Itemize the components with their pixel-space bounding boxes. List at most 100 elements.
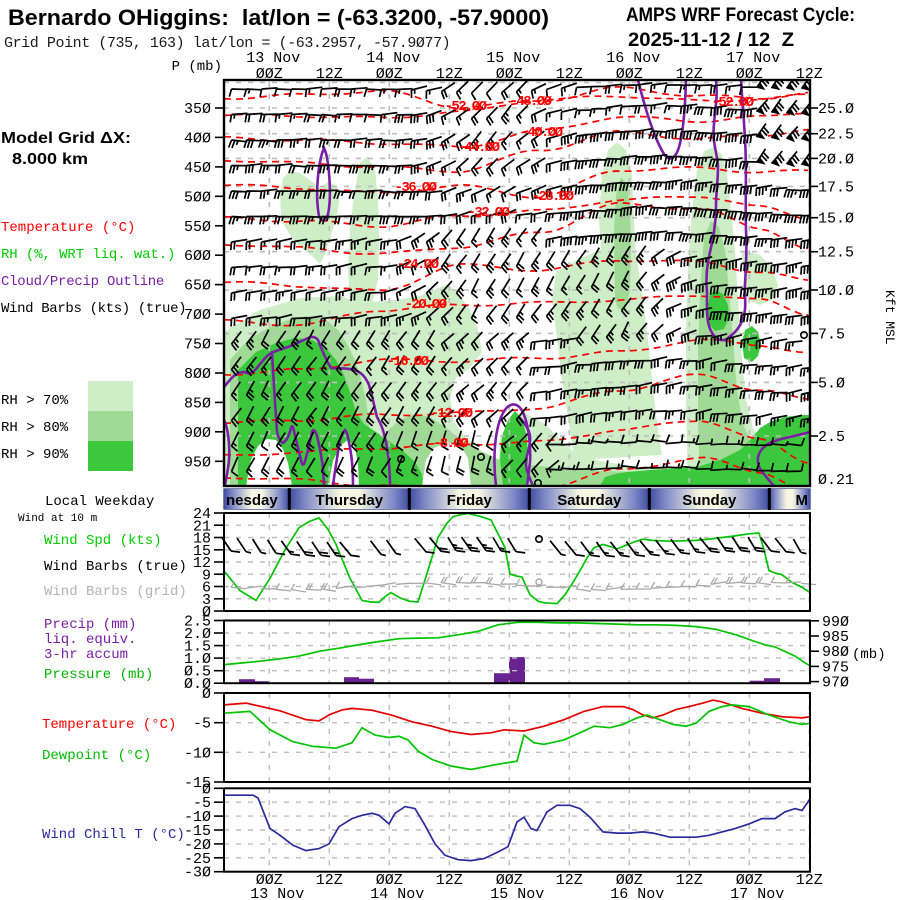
svg-text:3-hr accum: 3-hr accum — [44, 647, 128, 663]
svg-text:17 Nov: 17 Nov — [730, 886, 784, 900]
svg-text:85Ø: 85Ø — [184, 395, 211, 412]
svg-text:98Ø: 98Ø — [822, 644, 849, 661]
svg-text:17 Nov: 17 Nov — [726, 50, 780, 67]
svg-text:12Z: 12Z — [316, 872, 343, 889]
svg-text:12: 12 — [193, 555, 211, 572]
svg-text:Ø: Ø — [202, 781, 211, 798]
svg-text:1Ø.Ø: 1Ø.Ø — [818, 283, 854, 300]
svg-text:4ØØ: 4ØØ — [184, 130, 211, 147]
svg-text:Local Weekday: Local Weekday — [45, 494, 154, 510]
svg-text:9ØØ: 9ØØ — [184, 425, 211, 442]
svg-text:ØØZ: ØØZ — [736, 66, 763, 83]
svg-text:P (mb): P (mb) — [172, 59, 222, 75]
svg-text:14 Nov: 14 Nov — [366, 50, 420, 67]
svg-text:ØØZ: ØØZ — [496, 872, 523, 889]
svg-text:17.5: 17.5 — [818, 179, 854, 196]
svg-text:-24.ØØ: -24.ØØ — [397, 257, 440, 273]
svg-text:12Z: 12Z — [436, 66, 463, 83]
svg-text:-32.ØØ: -32.ØØ — [468, 205, 511, 221]
svg-text:-2Ø: -2Ø — [184, 837, 211, 854]
svg-text:liq. equiv.: liq. equiv. — [44, 632, 136, 648]
svg-text:25.Ø: 25.Ø — [818, 101, 854, 118]
svg-text:12Z: 12Z — [676, 872, 703, 889]
svg-text:-8.ØØ: -8.ØØ — [433, 436, 469, 452]
svg-text:-3Ø: -3Ø — [184, 865, 211, 882]
svg-text:Temperature (°C): Temperature (°C) — [42, 717, 176, 733]
svg-text:RH (%, WRT liq. wat.): RH (%, WRT liq. wat.) — [1, 247, 175, 263]
svg-text:Temperature (°C): Temperature (°C) — [1, 220, 135, 236]
svg-text:12Z: 12Z — [436, 872, 463, 889]
svg-text:1.5: 1.5 — [184, 639, 211, 656]
svg-text:Wind Barbs (grid): Wind Barbs (grid) — [44, 584, 187, 600]
svg-text:Model Grid ΔX:: Model Grid ΔX: — [1, 130, 131, 147]
svg-text:-5: -5 — [193, 795, 211, 812]
svg-text:12.5: 12.5 — [818, 245, 854, 262]
svg-text:-1Ø: -1Ø — [184, 809, 211, 826]
svg-text:15 Nov: 15 Nov — [486, 50, 540, 67]
svg-text:-28.ØØ: -28.ØØ — [532, 189, 575, 205]
svg-text:Dewpoint (°C): Dewpoint (°C) — [42, 748, 151, 764]
svg-text:99Ø: 99Ø — [822, 614, 849, 631]
svg-text:AMPS WRF Forecast Cycle:: AMPS WRF Forecast Cycle: — [626, 5, 855, 26]
svg-text:97Ø: 97Ø — [822, 675, 849, 692]
svg-text:Pressure (mb): Pressure (mb) — [44, 667, 153, 683]
svg-text:Thursday: Thursday — [316, 492, 384, 509]
svg-text:12Z: 12Z — [556, 872, 583, 889]
svg-text:-15: -15 — [184, 775, 211, 792]
svg-text:12Z: 12Z — [796, 66, 823, 83]
svg-text:3: 3 — [202, 592, 211, 609]
svg-text:13 Nov: 13 Nov — [250, 886, 304, 900]
svg-text:2Ø.Ø: 2Ø.Ø — [818, 151, 854, 168]
svg-text:12Z: 12Z — [676, 66, 703, 83]
svg-text:12Z: 12Z — [796, 872, 823, 889]
svg-text:Cloud/Precip Outline: Cloud/Precip Outline — [1, 274, 164, 290]
svg-text:Wind at 10 m: Wind at 10 m — [18, 513, 98, 525]
svg-text:22.5: 22.5 — [818, 127, 854, 144]
svg-text:Wind Barbs (true): Wind Barbs (true) — [44, 559, 187, 575]
svg-text:45Ø: 45Ø — [184, 160, 211, 177]
svg-text:(mb): (mb) — [852, 647, 886, 663]
svg-text:7.5: 7.5 — [818, 326, 845, 343]
svg-text:ØØZ: ØØZ — [496, 66, 523, 83]
svg-text:2025-11-12 / 12 Z: 2025-11-12 / 12 Z — [628, 30, 794, 51]
svg-text:-52.ØØ: -52.ØØ — [445, 99, 488, 115]
svg-text:Sunday: Sunday — [682, 492, 737, 509]
svg-text:-48.ØØ: -48.ØØ — [510, 94, 553, 110]
svg-text:9: 9 — [202, 567, 211, 584]
svg-text:1.Ø: 1.Ø — [184, 651, 211, 668]
svg-text:Wind Spd (kts): Wind Spd (kts) — [44, 533, 162, 549]
svg-text:15.Ø: 15.Ø — [818, 211, 854, 228]
svg-text:-5: -5 — [193, 716, 211, 733]
svg-text:-4Ø.ØØ: -4Ø.ØØ — [521, 125, 564, 141]
svg-text:15: 15 — [193, 543, 211, 560]
svg-text:Ø: Ø — [202, 604, 211, 621]
svg-text:Wind Barbs (kts) (true): Wind Barbs (kts) (true) — [1, 301, 186, 317]
svg-text:8ØØ: 8ØØ — [184, 366, 211, 383]
svg-text:-36.ØØ: -36.ØØ — [395, 180, 438, 196]
svg-text:ØØZ: ØØZ — [736, 872, 763, 889]
svg-text:985: 985 — [822, 629, 849, 646]
svg-text:ØØZ: ØØZ — [616, 66, 643, 83]
svg-text:55Ø: 55Ø — [184, 219, 211, 236]
svg-text:RH > 80%: RH > 80% — [1, 420, 69, 436]
svg-text:21: 21 — [193, 518, 211, 535]
svg-text:Wind Chill T (°C): Wind Chill T (°C) — [42, 827, 185, 843]
svg-text:Bernardo OHiggins: lat/lon =: Bernardo OHiggins: lat/lon = (-63.3200, … — [8, 5, 549, 30]
svg-text:2.5: 2.5 — [818, 429, 845, 446]
svg-text:5ØØ: 5ØØ — [184, 189, 211, 206]
svg-text:95Ø: 95Ø — [184, 454, 211, 471]
svg-text:-12.ØØ: -12.ØØ — [431, 406, 474, 422]
svg-text:6ØØ: 6ØØ — [184, 248, 211, 265]
svg-text:Ø.Ø: Ø.Ø — [184, 676, 211, 693]
svg-text:14 Nov: 14 Nov — [370, 886, 424, 900]
svg-text:RH > 70%: RH > 70% — [1, 393, 69, 409]
svg-text:12Z: 12Z — [556, 66, 583, 83]
svg-text:ØØZ: ØØZ — [376, 66, 403, 83]
svg-text:5.Ø: 5.Ø — [818, 375, 845, 392]
svg-text:RH > 90%: RH > 90% — [1, 447, 69, 463]
svg-text:65Ø: 65Ø — [184, 278, 211, 295]
svg-text:-52.ØØ: -52.ØØ — [712, 95, 755, 111]
svg-text:Kft MSL: Kft MSL — [882, 290, 897, 345]
svg-text:ØØZ: ØØZ — [256, 872, 283, 889]
svg-text:Friday: Friday — [447, 492, 493, 509]
